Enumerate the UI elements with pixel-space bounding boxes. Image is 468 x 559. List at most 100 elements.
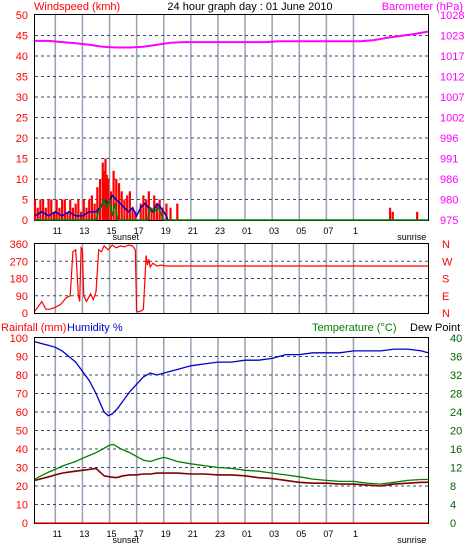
sunset-label: sunset	[113, 535, 140, 545]
series-line-dew-point	[34, 467, 428, 487]
windspeed-tick: 40	[16, 51, 28, 63]
dewpoint-axis-label: Dew Point	[410, 322, 460, 334]
barometer-tick: 996	[440, 133, 458, 145]
x-tick-label: 23	[215, 529, 225, 539]
windspeed-tick: 25	[16, 113, 28, 125]
panel-temp-frame	[34, 337, 429, 524]
series-line-barometer	[35, 30, 429, 49]
x-tick-label: 21	[188, 226, 198, 236]
humidity-tick: 60	[16, 407, 28, 419]
barometer-tick: 1002	[440, 113, 464, 125]
temperature-tick: 28	[450, 389, 462, 401]
graph-title: 24 hour graph day : 01 June 2010	[167, 1, 332, 13]
humidity-tick: 20	[16, 481, 28, 493]
humidity-tick: 40	[16, 444, 28, 456]
barometer-tick: 1007	[440, 92, 464, 104]
barometer-tick: 991	[440, 154, 458, 166]
x-tick-label: 19	[161, 226, 171, 236]
x-tick-label: 13	[79, 529, 89, 539]
temperature-tick: 32	[450, 370, 462, 382]
humidity-tick: 10	[16, 500, 28, 512]
x-tick-label: 03	[269, 529, 279, 539]
series-line-temperature	[34, 443, 428, 485]
x-tick-label: 05	[296, 226, 306, 236]
barometer-tick: 975	[440, 215, 458, 227]
direction-degree-tick: 360	[10, 239, 28, 251]
x-tick-label: 1	[353, 529, 358, 539]
x-tick-label: 15	[107, 226, 117, 236]
barometer-tick: 980	[440, 195, 458, 207]
barometer-axis-label: Barometer (hPa)	[382, 1, 463, 13]
temperature-tick: 40	[450, 333, 462, 345]
humidity-tick: 100	[10, 333, 28, 345]
temperature-tick: 20	[450, 426, 462, 438]
direction-compass-tick: S	[442, 274, 449, 286]
temperature-tick: 8	[450, 481, 456, 493]
x-tick-label: 11	[53, 529, 62, 539]
series-line-wind-direction	[34, 244, 428, 313]
humidity-axis-label: Humidity %	[67, 322, 123, 334]
windspeed-tick: 5	[22, 195, 28, 207]
windspeed-tick: 30	[16, 92, 28, 104]
x-tick-label: 05	[296, 529, 306, 539]
temperature-axis-label: Temperature (°C)	[312, 322, 396, 334]
direction-degree-tick: 180	[10, 274, 28, 286]
series-layer	[33, 30, 429, 524]
x-tick-label: 07	[323, 529, 333, 539]
series-line-humidity	[34, 341, 429, 417]
x-tick-label: 01	[242, 226, 252, 236]
x-tick-label: 03	[269, 226, 279, 236]
x-tick-label: 23	[215, 226, 225, 236]
series-line-wind-speed	[34, 194, 169, 221]
humidity-tick: 80	[16, 370, 28, 382]
temperature-tick: 0	[450, 518, 456, 530]
temperature-tick: 36	[450, 352, 462, 364]
x-tick-label: 15	[107, 529, 117, 539]
x-tick-label: 01	[242, 529, 252, 539]
x-tick-label: 17	[134, 529, 144, 539]
temperature-tick: 12	[450, 463, 462, 475]
series-line-wind-direction-marks	[35, 197, 428, 221]
barometer-tick: 986	[440, 174, 458, 186]
rainfall-axis-label: Rainfall (mm)	[1, 322, 66, 334]
humidity-tick: 50	[16, 426, 28, 438]
windspeed-tick: 35	[16, 72, 28, 84]
barometer-tick: 1012	[440, 72, 464, 84]
temperature-tick: 16	[450, 444, 462, 456]
humidity-tick: 30	[16, 463, 28, 475]
direction-degree-tick: 0	[22, 308, 28, 320]
x-tick-label: 13	[79, 226, 89, 236]
windspeed-tick: 10	[16, 174, 28, 186]
windspeed-tick: 50	[16, 10, 28, 22]
x-tick-label: 07	[323, 226, 333, 236]
x-tick-label: 1	[353, 226, 358, 236]
direction-degree-tick: 270	[10, 256, 28, 268]
windspeed-tick: 0	[22, 215, 28, 227]
humidity-tick: 70	[16, 389, 28, 401]
direction-compass-tick: E	[442, 291, 449, 303]
sunset-label: sunset	[113, 232, 140, 242]
x-tick-label: 17	[134, 226, 144, 236]
barometer-tick: 1028	[440, 10, 464, 22]
direction-compass-tick: N	[442, 308, 450, 320]
windspeed-tick: 45	[16, 31, 28, 43]
grid-layer	[35, 15, 428, 523]
x-tick-label: 19	[161, 529, 171, 539]
windspeed-tick: 15	[16, 154, 28, 166]
humidity-tick: 90	[16, 352, 28, 364]
temperature-tick: 4	[450, 500, 456, 512]
direction-compass-tick: W	[442, 256, 453, 268]
sunrise-label: sunrise	[397, 535, 426, 545]
sunrise-label: sunrise	[397, 232, 426, 242]
direction-compass-tick: N	[442, 239, 450, 251]
panel-direction-frame	[34, 243, 429, 314]
x-tick-label: 11	[53, 226, 62, 236]
windspeed-axis-label: Windspeed (kmh)	[34, 1, 120, 13]
humidity-tick: 0	[22, 518, 28, 530]
temperature-tick: 24	[450, 407, 462, 419]
barometer-tick: 1023	[440, 31, 464, 43]
barometer-tick: 1017	[440, 51, 464, 63]
direction-degree-tick: 90	[16, 291, 28, 303]
